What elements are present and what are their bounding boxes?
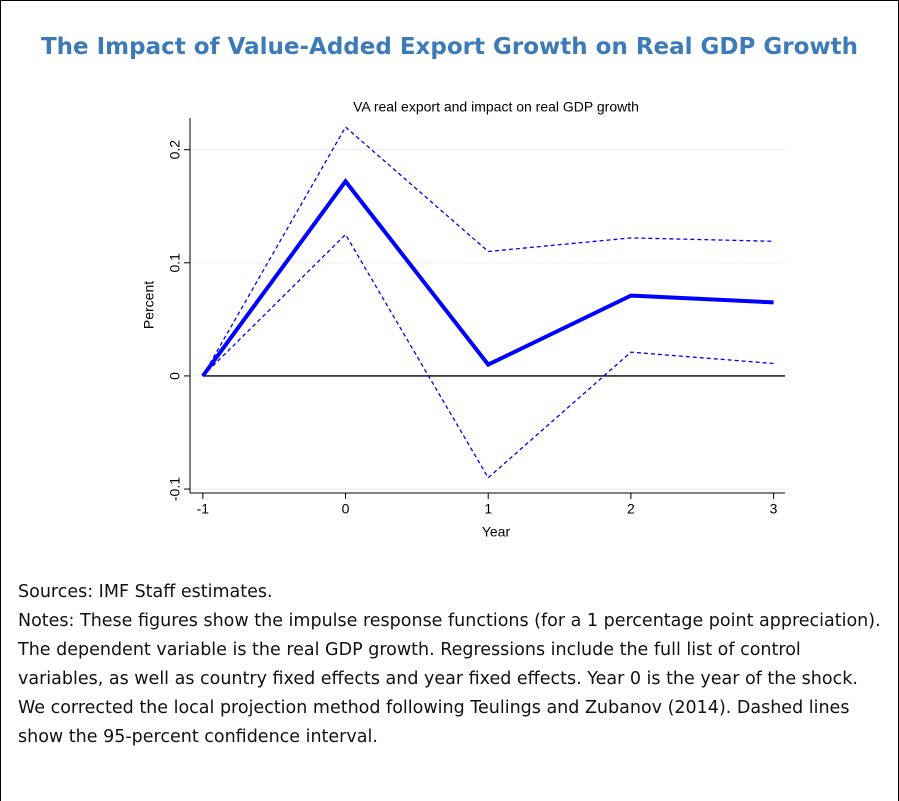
x-tick-label: -1 [197,501,210,517]
chart-subtitle: VA real export and impact on real GDP gr… [353,99,639,115]
y-tick-label: 0.1 [167,253,183,273]
chart-title: The Impact of Value-Added Export Growth … [40,34,859,60]
x-tick-label: 2 [627,501,635,517]
y-axis-label: Percent [141,281,157,329]
footnotes: Sources: IMF Staff estimates. Notes: The… [18,578,884,752]
x-tick-label: 0 [342,501,350,517]
x-tick-label: 1 [484,501,492,517]
y-tick-label: -0.1 [167,477,183,501]
confidence-line [202,233,774,479]
confidence-line [202,126,774,377]
y-tick-label: 0.2 [167,140,183,160]
chart: VA real export and impact on real GDP gr… [141,99,785,540]
x-axis-label: Year [482,524,511,540]
sources: Sources: IMF Staff estimates. [18,582,273,602]
x-tick-label: 3 [770,501,778,517]
response-line [201,178,774,378]
y-tick-label: 0 [167,372,183,380]
notes: Notes: These figures show the impulse re… [18,611,881,747]
